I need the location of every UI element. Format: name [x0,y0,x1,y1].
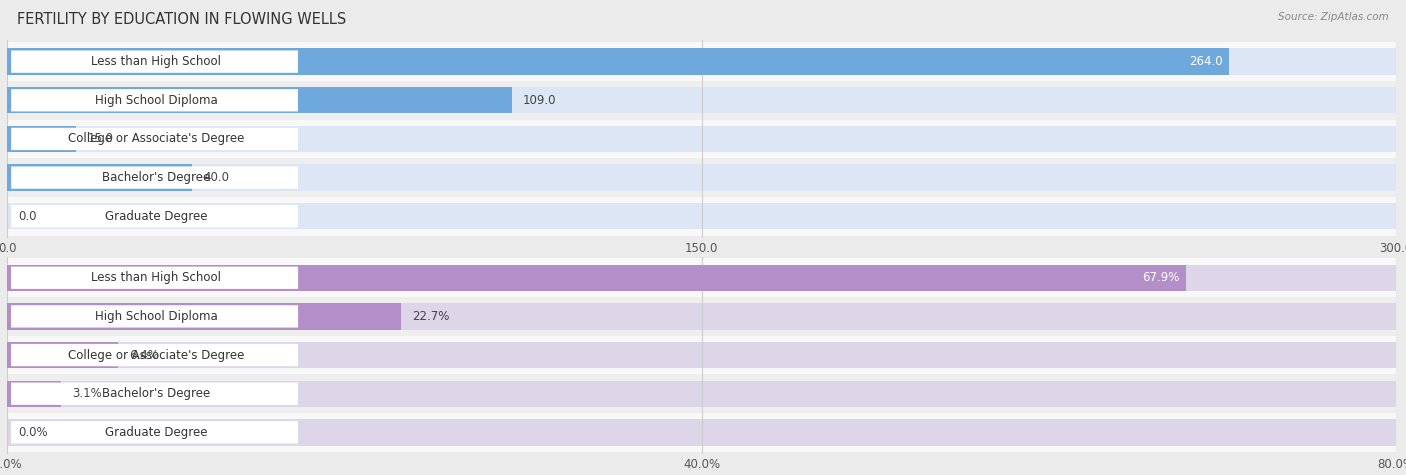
Text: 67.9%: 67.9% [1142,271,1180,284]
Text: Source: ZipAtlas.com: Source: ZipAtlas.com [1278,12,1389,22]
Bar [7,81,1396,120]
Text: Bachelor's Degree: Bachelor's Degree [103,387,211,400]
FancyBboxPatch shape [11,128,298,150]
Bar [7,164,1396,191]
Bar [7,258,1396,297]
FancyBboxPatch shape [11,89,298,112]
Text: 0.0%: 0.0% [18,426,48,439]
Bar [7,265,1396,291]
Bar [7,158,1396,197]
Bar [7,342,1396,368]
Bar [7,303,401,330]
Bar [7,374,1396,413]
Bar [7,87,1396,114]
Bar [7,297,1396,336]
Text: High School Diploma: High School Diploma [96,94,218,107]
Bar [7,42,1396,81]
Text: College or Associate's Degree: College or Associate's Degree [67,133,245,145]
FancyBboxPatch shape [11,166,298,189]
Text: 6.4%: 6.4% [129,349,159,361]
Bar [7,380,60,407]
Bar [7,48,1229,75]
Bar [7,87,512,114]
Text: High School Diploma: High School Diploma [96,310,218,323]
Bar [7,380,1396,407]
Text: Graduate Degree: Graduate Degree [105,210,208,223]
Text: FERTILITY BY EDUCATION IN FLOWING WELLS: FERTILITY BY EDUCATION IN FLOWING WELLS [17,12,346,27]
Bar [7,48,1396,75]
Bar [7,265,1187,291]
Text: 3.1%: 3.1% [72,387,101,400]
Text: Less than High School: Less than High School [91,271,221,284]
Bar [7,342,118,368]
Bar [7,203,1396,229]
FancyBboxPatch shape [11,205,298,228]
Bar [7,197,1396,236]
Bar [7,126,76,152]
Text: Less than High School: Less than High School [91,55,221,68]
Text: Graduate Degree: Graduate Degree [105,426,208,439]
Bar [7,419,1396,446]
Text: 40.0: 40.0 [204,171,229,184]
FancyBboxPatch shape [11,382,298,405]
Text: 15.0: 15.0 [87,133,114,145]
FancyBboxPatch shape [11,305,298,328]
Bar [7,120,1396,158]
Text: 109.0: 109.0 [523,94,557,107]
Text: College or Associate's Degree: College or Associate's Degree [67,349,245,361]
Bar [7,336,1396,374]
Bar [7,413,1396,452]
Text: 0.0: 0.0 [18,210,37,223]
FancyBboxPatch shape [11,266,298,289]
FancyBboxPatch shape [11,344,298,366]
Bar [7,164,193,191]
Bar [7,303,1396,330]
Text: Bachelor's Degree: Bachelor's Degree [103,171,211,184]
Text: 264.0: 264.0 [1189,55,1223,68]
Bar [7,126,1396,152]
FancyBboxPatch shape [11,50,298,73]
FancyBboxPatch shape [11,421,298,444]
Text: 22.7%: 22.7% [412,310,450,323]
